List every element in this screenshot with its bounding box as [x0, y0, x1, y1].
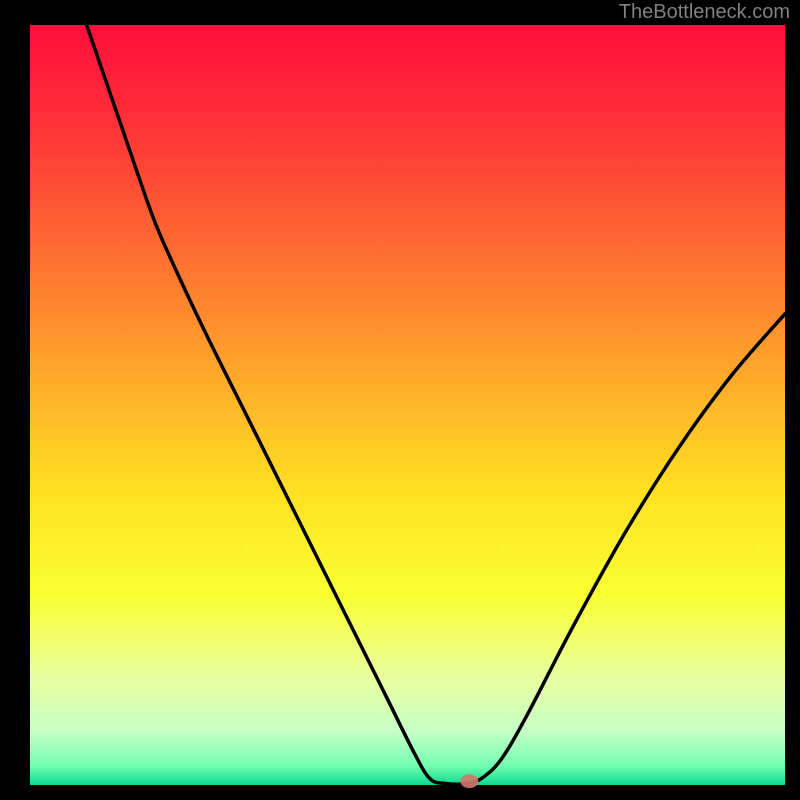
attribution-text: TheBottleneck.com — [619, 1, 790, 23]
bottleneck-chart: TheBottleneck.com — [0, 0, 800, 800]
optimum-marker — [460, 774, 478, 788]
chart-svg: TheBottleneck.com — [0, 0, 800, 800]
plot-background — [30, 25, 785, 785]
